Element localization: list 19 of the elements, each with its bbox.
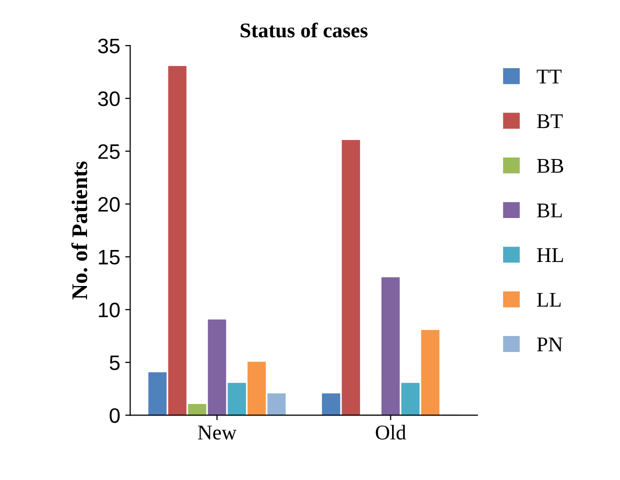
- legend-label: PN: [537, 338, 563, 352]
- x-tick-label: New: [198, 426, 237, 440]
- x-tick-label: Old: [376, 424, 406, 440]
- legend-label: LL: [537, 292, 561, 307]
- y-tick-label: 15: [98, 250, 120, 265]
- legend-label: BL: [537, 204, 562, 218]
- chart-title: Status of cases: [240, 22, 368, 38]
- y-tick-label: 5: [110, 356, 120, 370]
- y-tick-label: 25: [98, 144, 120, 159]
- legend-label: TT: [536, 70, 562, 84]
- y-tick-label: 20: [98, 197, 120, 212]
- y-tick-label: 10: [98, 302, 120, 318]
- legend-label: BT: [537, 114, 563, 128]
- legend-label: BB: [537, 159, 564, 173]
- legend-label: HL: [537, 248, 563, 262]
- y-tick-label: 0: [110, 408, 120, 423]
- y-tick-label: 35: [98, 38, 120, 54]
- y-axis-title: No. of Patients: [71, 162, 88, 300]
- y-tick-label: 30: [98, 91, 120, 106]
